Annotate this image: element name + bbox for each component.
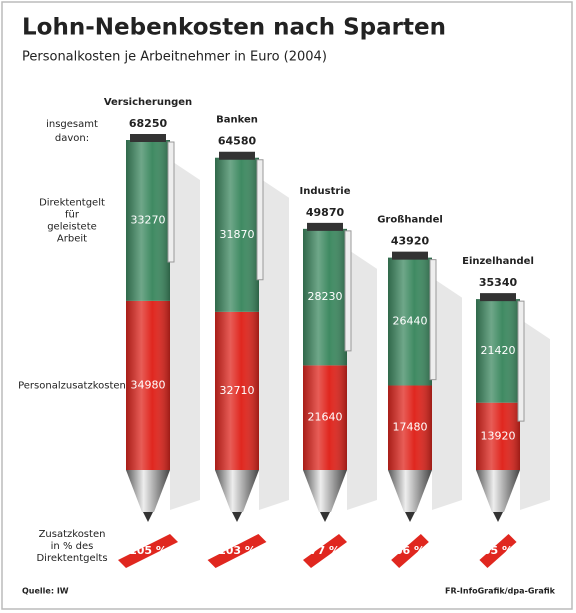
value-label: 17480: [393, 421, 428, 434]
value-label: 34980: [131, 378, 166, 391]
pen-shine: [215, 311, 259, 470]
pen-shadow: [347, 248, 377, 510]
value-label: 13920: [481, 429, 516, 442]
percentage-label: 103 %: [218, 544, 256, 557]
total-label: 49870: [306, 206, 345, 219]
percentage-mark: [207, 534, 267, 568]
pen-tip: [215, 470, 259, 512]
pen-shine: [303, 365, 347, 470]
percentage-label: 105 %: [129, 544, 167, 557]
pen-clip: [517, 300, 525, 422]
pen-tip: [388, 470, 432, 512]
total-label: 35340: [479, 276, 518, 289]
pen-point: [493, 512, 503, 522]
legend-label: Direktentgelt für geleistete Arbeit: [39, 197, 105, 244]
percentage-mark: [303, 534, 347, 568]
pen-cap: [219, 151, 255, 160]
percentage-title: Zusatzkosten in % des Direktentgelts: [36, 529, 107, 564]
total-label: 43920: [391, 235, 430, 248]
pen-tip: [303, 470, 347, 512]
breakdown-label: davon:: [55, 133, 89, 144]
pen-shine: [126, 140, 170, 301]
pen-clip: [167, 141, 175, 263]
value-label: 32710: [220, 384, 255, 397]
subtitle: Personalkosten je Arbeitnehmer in Euro (…: [22, 50, 327, 65]
pen-tip: [476, 470, 520, 512]
totals-label: insgesamt: [46, 119, 98, 130]
value-label: 28230: [308, 290, 343, 303]
value-label: 26440: [393, 315, 428, 328]
value-label: 21420: [481, 344, 516, 357]
title: Lohn-Nebenkosten nach Sparten: [22, 15, 446, 41]
pen-shadow: [259, 177, 289, 510]
percentage-label: 66 %: [395, 544, 425, 557]
pen-shine: [476, 402, 520, 470]
pen-cap: [392, 251, 428, 260]
category-label: Banken: [216, 115, 258, 126]
pen-shadow: [170, 160, 200, 510]
percentage-label: 77 %: [310, 544, 340, 557]
pen-shadow: [520, 319, 550, 510]
pen-clip: [429, 259, 437, 381]
credit: FR-InfoGrafik/dpa-Grafik: [445, 587, 556, 596]
legend-label: Personalzusatzkosten: [18, 380, 126, 391]
value-label: 33270: [131, 213, 166, 226]
total-label: 68250: [129, 117, 168, 130]
pen-clip: [344, 230, 352, 352]
pen-point: [405, 512, 415, 522]
percentage-mark: [479, 534, 517, 568]
total-label: 64580: [218, 135, 257, 148]
percentage-mark: [118, 534, 178, 568]
category-label: Großhandel: [377, 215, 443, 226]
pen-point: [143, 512, 153, 522]
percentage-mark: [391, 534, 429, 568]
pen-clip: [256, 159, 264, 281]
pen-shine: [388, 385, 432, 470]
pen-shine: [126, 300, 170, 470]
pen-cap: [130, 134, 166, 142]
pen-shine: [388, 257, 432, 386]
pen-shadow: [432, 277, 462, 510]
pen-point: [320, 512, 330, 522]
pen-shine: [303, 228, 347, 366]
pen-tip: [126, 470, 170, 512]
pen-cap: [480, 293, 516, 302]
percentage-label: 65 %: [483, 544, 513, 557]
source: Quelle: IW: [22, 587, 69, 596]
pen-shine: [215, 157, 259, 312]
value-label: 31870: [220, 228, 255, 241]
category-label: Industrie: [300, 186, 351, 197]
pen-shine: [476, 299, 520, 403]
value-label: 21640: [308, 411, 343, 424]
category-label: Versicherungen: [104, 97, 192, 108]
category-label: Einzelhandel: [462, 256, 534, 267]
pen-point: [232, 512, 242, 522]
pen-cap: [307, 222, 343, 231]
